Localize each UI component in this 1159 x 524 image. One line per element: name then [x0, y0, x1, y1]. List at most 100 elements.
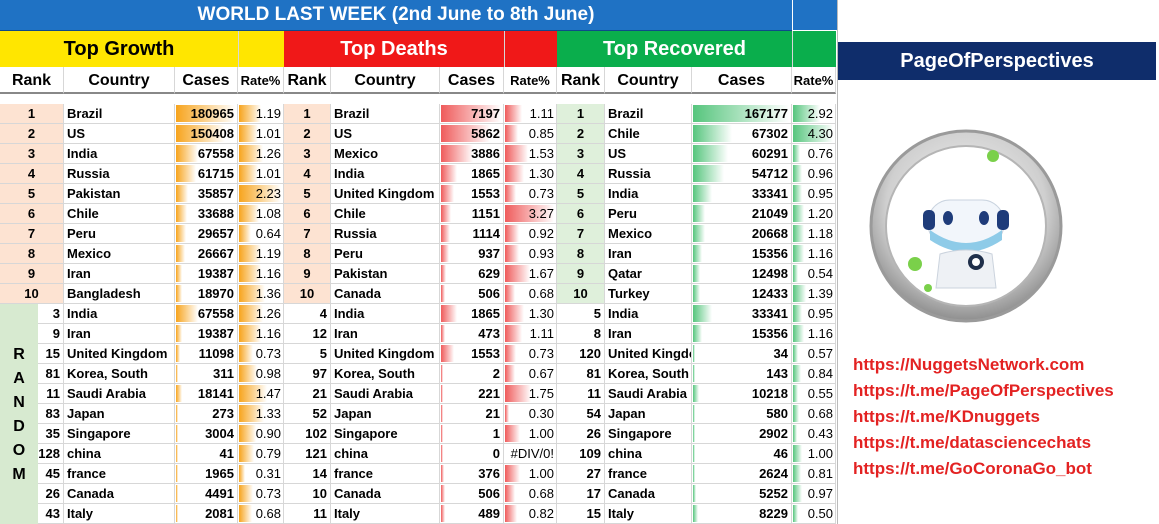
cell-country[interactable]: Singapore	[331, 424, 440, 444]
cell-rank[interactable]: 2	[557, 124, 605, 144]
cell-rate[interactable]: 1.39	[792, 284, 836, 304]
cell-rate[interactable]: 0.67	[504, 364, 557, 384]
cell-rate[interactable]: 1.01	[238, 164, 284, 184]
cell-rank[interactable]: 6	[557, 204, 605, 224]
cell-rate[interactable]: 1.16	[238, 324, 284, 344]
cell-cases[interactable]: 19387	[175, 264, 238, 284]
cell-country[interactable]: Singapore	[64, 424, 175, 444]
cell-rank[interactable]: 3	[557, 144, 605, 164]
cell-rate[interactable]: 1.67	[504, 264, 557, 284]
cell-rank[interactable]: 11	[38, 384, 64, 404]
cell-rate[interactable]: 1.16	[792, 244, 836, 264]
cell-rank[interactable]: 45	[38, 464, 64, 484]
cell-rank[interactable]: 8	[557, 324, 605, 344]
cell-country[interactable]: Turkey	[605, 284, 692, 304]
cell-cases[interactable]: 311	[175, 364, 238, 384]
cell-country[interactable]: India	[64, 304, 175, 324]
cell-rate[interactable]: 1.16	[792, 324, 836, 344]
cell-cases[interactable]: 180965	[175, 104, 238, 124]
cell-country[interactable]: Italy	[605, 504, 692, 524]
cell-rate[interactable]: 1.16	[238, 264, 284, 284]
cell-rate[interactable]: 0.92	[504, 224, 557, 244]
cell-rate[interactable]: 2.92	[792, 104, 836, 124]
cell-country[interactable]: Canada	[64, 484, 175, 504]
cell-cases[interactable]: 41	[175, 444, 238, 464]
cell-country[interactable]: India	[331, 304, 440, 324]
cell-country[interactable]: Canada	[605, 484, 692, 504]
cell-cases[interactable]: 67558	[175, 144, 238, 164]
cell-country[interactable]: India	[605, 304, 692, 324]
cell-rank[interactable]: 3	[38, 304, 64, 324]
cell-rate[interactable]: 0.73	[238, 484, 284, 504]
cell-country[interactable]: Korea, South	[64, 364, 175, 384]
cell-cases[interactable]: 15356	[692, 244, 792, 264]
cell-cases[interactable]: 2902	[692, 424, 792, 444]
cell-rate[interactable]: 1.26	[238, 144, 284, 164]
cell-cases[interactable]: 273	[175, 404, 238, 424]
cell-rank[interactable]: 27	[557, 464, 605, 484]
cell-cases[interactable]: 2081	[175, 504, 238, 524]
cell-cases[interactable]: 18970	[175, 284, 238, 304]
cell-rate[interactable]: 0.68	[504, 284, 557, 304]
cell-rank[interactable]: 8	[557, 244, 605, 264]
cell-country[interactable]: france	[331, 464, 440, 484]
cell-rank[interactable]: 120	[557, 344, 605, 364]
column-header-deaths-cases[interactable]: Cases	[440, 67, 504, 94]
cell-rate[interactable]: #DIV/0!	[504, 444, 557, 464]
cell-country[interactable]: Chile	[64, 204, 175, 224]
cell-rank[interactable]: 9	[557, 264, 605, 284]
cell-rate[interactable]: 0.73	[238, 344, 284, 364]
column-header-growth-rank[interactable]: Rank	[0, 67, 64, 94]
cell-country[interactable]: france	[605, 464, 692, 484]
cell-rank[interactable]: 5	[284, 184, 331, 204]
cell-country[interactable]: United Kingdom	[605, 344, 692, 364]
cell-rate[interactable]: 1.08	[238, 204, 284, 224]
cell-country[interactable]: India	[64, 144, 175, 164]
cell-country[interactable]: china	[605, 444, 692, 464]
cell-cases[interactable]: 221	[440, 384, 504, 404]
cell-country[interactable]: Japan	[331, 404, 440, 424]
cell-rank[interactable]: 10	[557, 284, 605, 304]
cell-rank[interactable]: 4	[284, 304, 331, 324]
cell-cases[interactable]: 1965	[175, 464, 238, 484]
link-kdnuggets[interactable]: https://t.me/KDnuggets	[853, 407, 1040, 426]
cell-rank[interactable]: 10	[284, 284, 331, 304]
cell-rate[interactable]: 0.81	[792, 464, 836, 484]
cell-cases[interactable]: 26667	[175, 244, 238, 264]
cell-rate[interactable]: 1.19	[238, 104, 284, 124]
cell-cases[interactable]: 1865	[440, 164, 504, 184]
cell-rate[interactable]: 0.43	[792, 424, 836, 444]
cell-country[interactable]: India	[605, 184, 692, 204]
cell-rate[interactable]: 1.36	[238, 284, 284, 304]
cell-rate[interactable]: 0.95	[792, 184, 836, 204]
cell-rate[interactable]: 3.27	[504, 204, 557, 224]
cell-rate[interactable]: 2.23	[238, 184, 284, 204]
cell-rank[interactable]: 102	[284, 424, 331, 444]
cell-rank[interactable]: 1	[557, 104, 605, 124]
cell-cases[interactable]: 937	[440, 244, 504, 264]
cell-country[interactable]: United Kingdom	[331, 344, 440, 364]
cell-country[interactable]: United Kingdom	[331, 184, 440, 204]
cell-rank[interactable]: 3	[284, 144, 331, 164]
cell-cases[interactable]: 1553	[440, 344, 504, 364]
cell-country[interactable]: Italy	[331, 504, 440, 524]
cell-rank[interactable]: 121	[284, 444, 331, 464]
cell-rate[interactable]: 1.01	[238, 124, 284, 144]
cell-country[interactable]: Saudi Arabia	[64, 384, 175, 404]
cell-rank[interactable]: 83	[38, 404, 64, 424]
cell-rank[interactable]: 43	[38, 504, 64, 524]
cell-rate[interactable]: 0.54	[792, 264, 836, 284]
cell-cases[interactable]: 0	[440, 444, 504, 464]
cell-cases[interactable]: 580	[692, 404, 792, 424]
cell-rate[interactable]: 1.00	[792, 444, 836, 464]
cell-cases[interactable]: 2	[440, 364, 504, 384]
cell-rank[interactable]: 17	[557, 484, 605, 504]
cell-rate[interactable]: 1.75	[504, 384, 557, 404]
cell-rate[interactable]: 0.93	[504, 244, 557, 264]
cell-country[interactable]: Korea, South	[605, 364, 692, 384]
cell-cases[interactable]: 2624	[692, 464, 792, 484]
cell-rank[interactable]: 8	[284, 244, 331, 264]
cell-cases[interactable]: 12498	[692, 264, 792, 284]
cell-country[interactable]: Japan	[605, 404, 692, 424]
cell-rank[interactable]: 5	[284, 344, 331, 364]
